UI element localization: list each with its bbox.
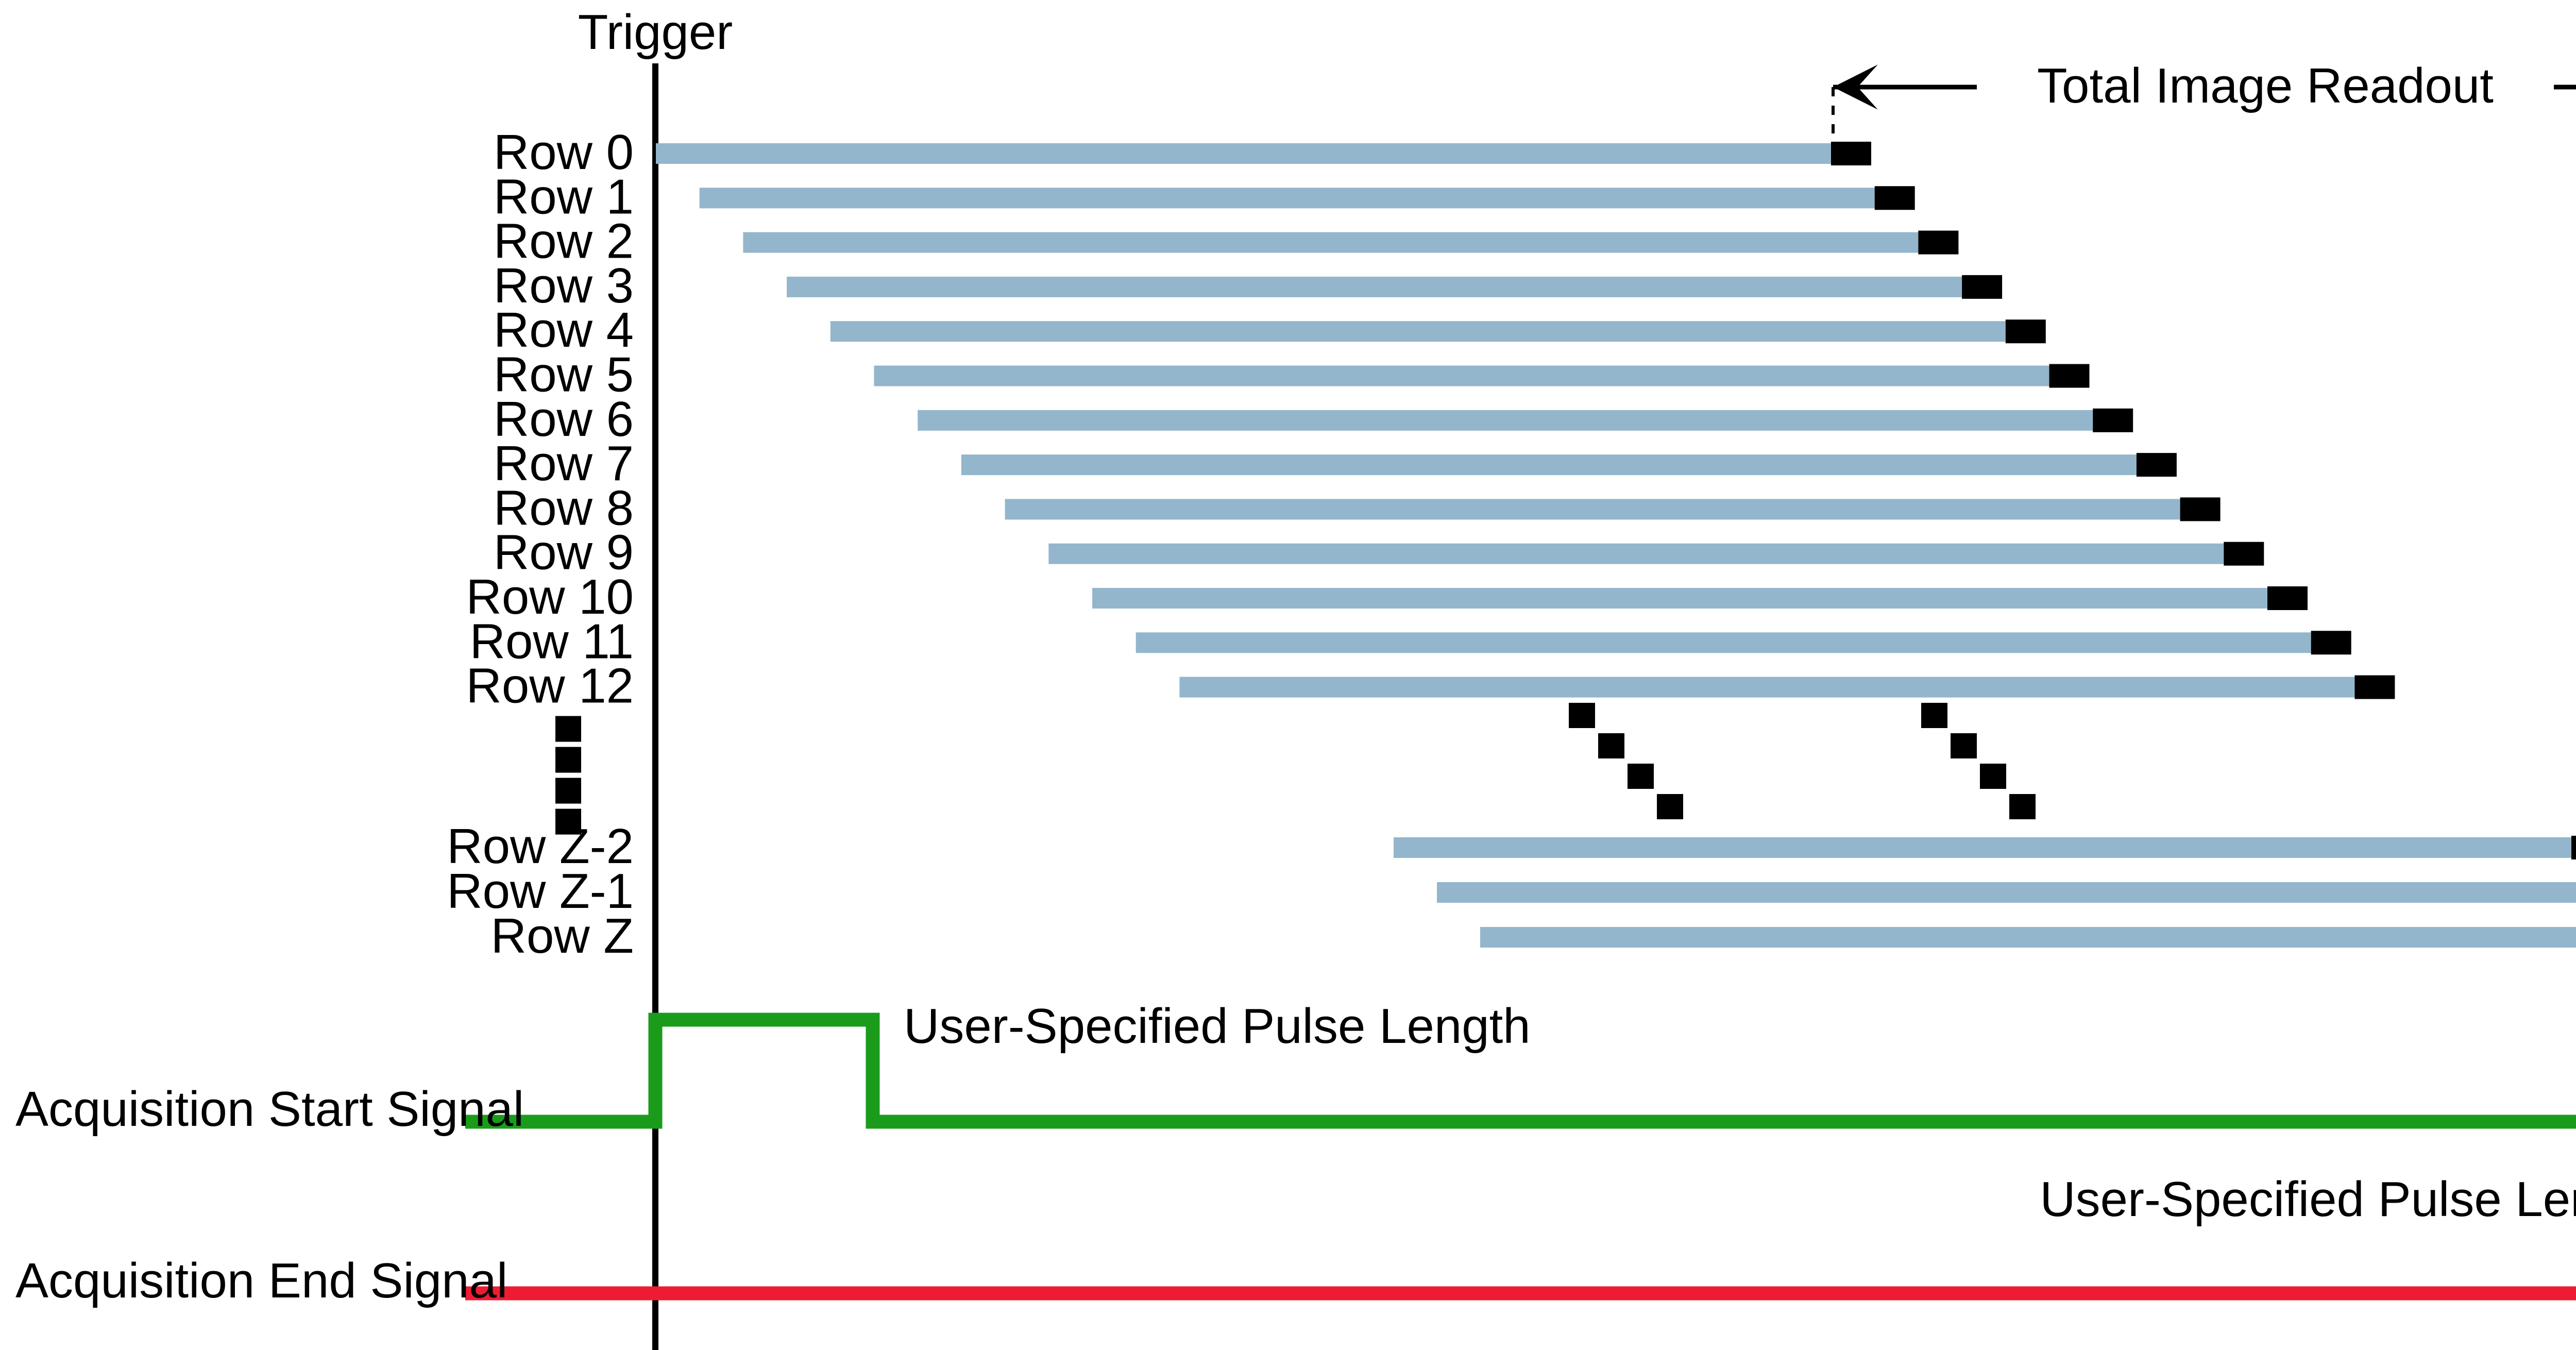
- svg-text:Trigger: Trigger: [578, 5, 733, 60]
- svg-text:Acquisition End Signal: Acquisition End Signal: [15, 1253, 507, 1308]
- svg-text:User-Specified Pulse Length: User-Specified Pulse Length: [2040, 1172, 2576, 1227]
- svg-text:User-Specified Pulse Length: User-Specified Pulse Length: [904, 999, 1531, 1054]
- svg-text:Total Image Readout: Total Image Readout: [2037, 58, 2494, 113]
- svg-text:Acquisition Start Signal: Acquisition Start Signal: [15, 1082, 524, 1137]
- svg-text:Row 12: Row 12: [466, 659, 634, 714]
- svg-text:Row Z: Row Z: [491, 908, 634, 964]
